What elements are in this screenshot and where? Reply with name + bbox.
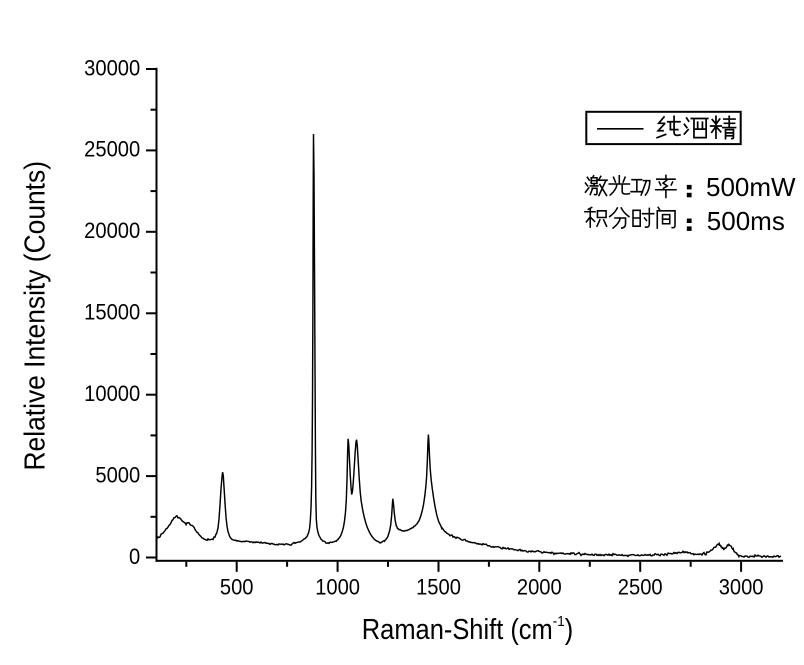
svg-text:2000: 2000 xyxy=(517,575,562,600)
svg-text:20000: 20000 xyxy=(84,218,140,243)
svg-text:1000: 1000 xyxy=(315,575,360,600)
svg-text:10000: 10000 xyxy=(84,381,140,406)
svg-text:1500: 1500 xyxy=(416,575,461,600)
svg-text:0: 0 xyxy=(129,544,140,569)
svg-text:500: 500 xyxy=(220,575,254,600)
svg-text:25000: 25000 xyxy=(84,137,140,162)
svg-text:30000: 30000 xyxy=(84,55,140,80)
svg-text:15000: 15000 xyxy=(84,300,140,325)
svg-text:2500: 2500 xyxy=(618,575,663,600)
svg-text:500mW: 500mW xyxy=(706,172,796,202)
svg-text:5000: 5000 xyxy=(95,462,140,487)
svg-text:3000: 3000 xyxy=(719,575,764,600)
svg-text:500ms: 500ms xyxy=(707,206,785,236)
svg-text:Raman-Shift (cm-1): Raman-Shift (cm-1) xyxy=(362,613,573,645)
svg-text:Relative Intensity (Counts): Relative Intensity (Counts) xyxy=(18,161,50,471)
